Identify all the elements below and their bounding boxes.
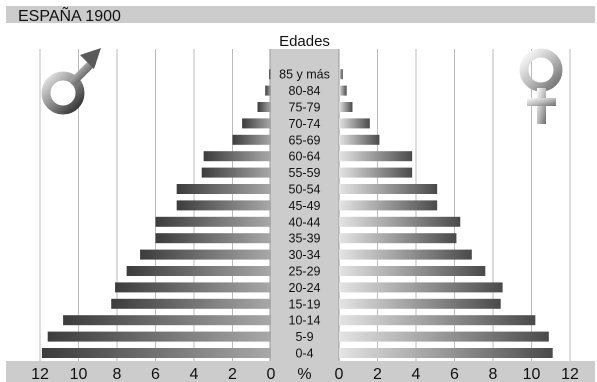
age-axis-title: Edades — [279, 33, 330, 50]
axis-band — [6, 361, 595, 382]
male-bar — [242, 118, 271, 129]
x-axis-ticks: 12 10 8 6 4 2 0 0 2 4 6 8 10 12 — [31, 366, 579, 382]
female-bar — [339, 298, 501, 309]
x-tick-label: 2 — [228, 366, 237, 382]
x-tick-label: 4 — [190, 366, 199, 382]
age-group-label: 60-64 — [289, 150, 321, 164]
male-bar — [269, 69, 271, 80]
x-tick-label: 12 — [561, 366, 579, 382]
age-group-label: 70-74 — [289, 117, 321, 131]
female-symbol-icon — [519, 48, 563, 124]
age-group-labels: 0-4 5-9 10-14 15-19 20-24 25-29 30-34 35-39 40-4… — [279, 68, 330, 361]
male-bar — [47, 331, 272, 342]
x-tick-label: 6 — [151, 366, 160, 382]
x-tick-label: 12 — [31, 366, 49, 382]
age-group-label: 65-69 — [289, 133, 321, 147]
female-bar — [339, 315, 536, 326]
female-bar — [339, 348, 553, 358]
age-group-label: 80-84 — [289, 84, 321, 98]
male-bar — [203, 151, 271, 162]
female-bar — [339, 102, 353, 112]
female-bar — [339, 249, 472, 260]
age-group-label: 75-79 — [289, 101, 321, 115]
female-bar — [339, 331, 549, 342]
male-bar — [111, 298, 271, 309]
age-group-label: 25-29 — [289, 265, 321, 279]
male-bar — [126, 266, 271, 276]
x-tick-label: 0 — [335, 366, 344, 382]
x-tick-label: 10 — [70, 366, 88, 382]
age-group-label: 10-14 — [289, 314, 321, 328]
male-bar — [201, 167, 271, 178]
male-bar — [232, 134, 271, 145]
female-bar — [339, 282, 503, 293]
female-bars — [339, 69, 553, 358]
male-bar — [265, 85, 271, 96]
male-bar — [115, 282, 271, 293]
female-bar — [339, 134, 380, 145]
title-band — [6, 6, 595, 23]
age-group-label: 20-24 — [289, 281, 321, 295]
male-symbol-icon — [41, 48, 101, 115]
age-group-label: 0-4 — [295, 347, 313, 361]
x-tick-label: 8 — [113, 366, 122, 382]
female-bar — [339, 118, 370, 129]
age-group-label: 55-59 — [289, 166, 321, 180]
male-bar — [155, 216, 271, 227]
female-bar — [339, 200, 438, 211]
x-tick-label: 4 — [412, 366, 421, 382]
female-bar — [339, 233, 457, 244]
percent-unit-label: % — [297, 366, 311, 382]
x-tick-label: 8 — [489, 366, 498, 382]
male-bar — [155, 233, 271, 244]
female-bar — [339, 69, 343, 80]
age-group-label: 40-44 — [289, 215, 321, 229]
male-bar — [176, 200, 271, 211]
female-bar — [339, 167, 413, 178]
female-bar — [339, 85, 347, 96]
male-bars — [41, 69, 272, 358]
male-bar — [63, 315, 271, 326]
male-bar — [140, 249, 271, 260]
age-group-label: 45-49 — [289, 199, 321, 213]
male-bar — [257, 102, 271, 112]
age-column — [270, 49, 339, 361]
female-bar — [339, 266, 486, 276]
male-bar — [176, 184, 271, 194]
chart-title: ESPAÑA 1900 — [18, 5, 121, 25]
x-tick-label: 2 — [373, 366, 382, 382]
age-group-label: 50-54 — [289, 183, 321, 197]
age-group-label: 85 y más — [279, 68, 330, 82]
x-tick-label: 6 — [450, 366, 459, 382]
age-group-label: 15-19 — [289, 297, 321, 311]
female-bar — [339, 151, 413, 162]
x-tick-label: 0 — [267, 366, 276, 382]
age-group-label: 30-34 — [289, 248, 321, 262]
female-bar — [339, 184, 438, 194]
age-group-label: 35-39 — [289, 232, 321, 246]
x-tick-label: 10 — [523, 366, 541, 382]
age-group-label: 5-9 — [295, 330, 313, 344]
male-bar — [41, 348, 271, 358]
female-bar — [339, 216, 461, 227]
